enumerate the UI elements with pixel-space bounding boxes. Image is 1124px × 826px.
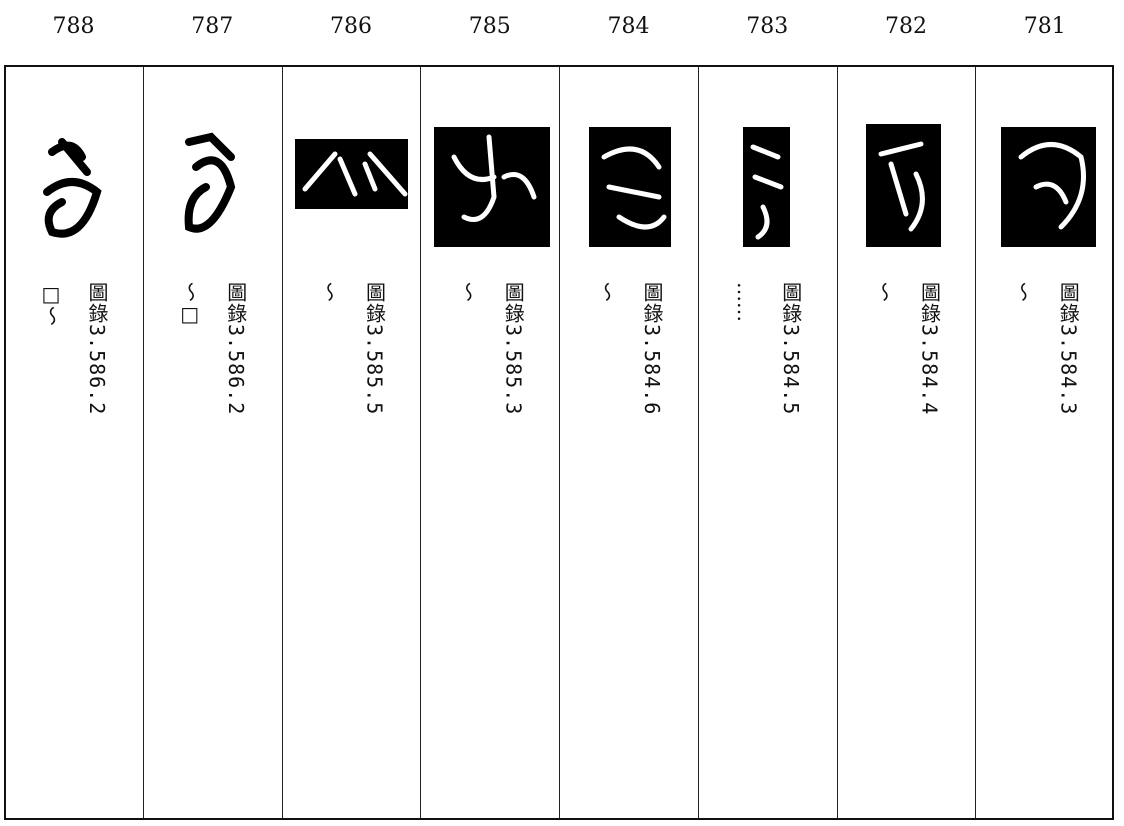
note: ～ bbox=[316, 282, 341, 302]
source-reference: 圖錄3.585.3 bbox=[501, 282, 526, 416]
source-reference: 圖錄3.585.5 bbox=[362, 282, 387, 416]
column-divider bbox=[559, 67, 560, 818]
column-number: 784 bbox=[607, 14, 650, 39]
column-number: 782 bbox=[885, 14, 927, 39]
column-divider bbox=[975, 67, 977, 818]
column-number: 786 bbox=[330, 14, 372, 39]
source-reference: 圖錄3.584.5 bbox=[778, 282, 803, 416]
glyph-image bbox=[742, 127, 790, 247]
note: ～ bbox=[455, 282, 480, 302]
column-divider bbox=[281, 67, 283, 818]
source-reference: 圖錄3.586.2 bbox=[85, 282, 109, 416]
glyph-image bbox=[43, 138, 102, 238]
source-reference: 圖錄3.584.4 bbox=[917, 282, 942, 416]
note: …… bbox=[732, 282, 757, 322]
glyph-image bbox=[184, 132, 235, 233]
column-divider bbox=[836, 67, 838, 818]
column-number: 783 bbox=[746, 14, 789, 39]
note: ～ bbox=[871, 282, 896, 302]
column-number: 785 bbox=[468, 14, 511, 39]
column-divider bbox=[697, 67, 699, 818]
source-reference: 圖錄3.584.3 bbox=[1056, 282, 1081, 416]
note: ～□ bbox=[177, 282, 202, 326]
note: ～ bbox=[1010, 282, 1035, 302]
glyph-image bbox=[294, 139, 408, 209]
glyph-image bbox=[434, 127, 551, 247]
column-number: 788 bbox=[52, 14, 95, 39]
glyph-image bbox=[589, 127, 671, 247]
note: ～ bbox=[594, 282, 618, 302]
glyph-image bbox=[865, 124, 941, 247]
column-number: 781 bbox=[1023, 14, 1066, 39]
column-divider bbox=[420, 67, 422, 818]
source-reference: 圖錄3.584.6 bbox=[640, 282, 664, 416]
glyph-image bbox=[1001, 127, 1097, 247]
table: 圖錄3.586.2 □～ 圖錄3.586.2 ～□ 圖錄3.585.5 ～ 圖錄3.585.… bbox=[4, 65, 1114, 820]
source-reference: 圖錄3.586.2 bbox=[223, 282, 248, 416]
column-number: 787 bbox=[191, 14, 234, 39]
column-divider bbox=[142, 67, 144, 818]
note: □～ bbox=[39, 282, 63, 326]
